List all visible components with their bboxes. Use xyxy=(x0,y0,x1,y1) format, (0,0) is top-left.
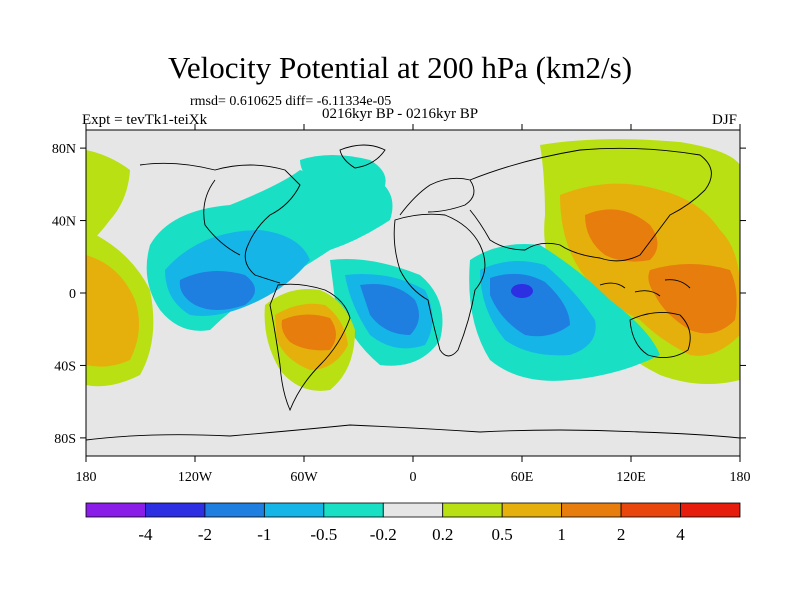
y-tick-label: 80S xyxy=(54,432,76,447)
coastlines xyxy=(86,144,740,441)
x-tick-label: 60E xyxy=(511,470,534,485)
coastline-south-america xyxy=(269,283,351,412)
x-tick-label: 180 xyxy=(730,470,751,485)
chart-title: Velocity Potential at 200 hPa (km2/s) xyxy=(167,50,633,85)
field-contour-negative-1 xyxy=(490,273,570,337)
colorbar-label: -2 xyxy=(198,525,212,544)
colorbar-swatch xyxy=(382,502,444,518)
velocity-potential-field xyxy=(86,139,740,391)
colorbar-swatch xyxy=(442,502,503,518)
coastline-antarctica xyxy=(86,424,740,441)
x-tick-label: 180 xyxy=(76,470,97,485)
coastline-greenland xyxy=(339,144,386,169)
colorbar-label: 0.5 xyxy=(492,525,513,544)
colorbar-label: -4 xyxy=(138,525,153,544)
colorbar-label: 2 xyxy=(617,525,626,544)
colorbar-label: -0.5 xyxy=(310,525,337,544)
field-contour-positive-1 xyxy=(585,209,658,262)
rmsd-stats: rmsd= 0.610625 diff= -6.11334e-05 xyxy=(190,94,392,109)
x-tick-label: 120W xyxy=(178,470,213,485)
field-contour-positive-0.2 xyxy=(86,150,130,245)
axis-ticks xyxy=(80,124,746,462)
colorbar-swatch xyxy=(561,502,622,518)
field-contour-negative-1 xyxy=(360,284,419,335)
coastline-north-america xyxy=(139,162,301,284)
field-contour-positive-1 xyxy=(281,314,336,351)
field-contour-positive-0.5 xyxy=(86,255,139,367)
colorbar-labels: -4 -2 -1 -0.5 -0.2 0.2 0.5 1 2 4 xyxy=(138,525,685,544)
y-tick-label: 0 xyxy=(69,287,76,302)
colorbar-swatch xyxy=(323,502,384,518)
colorbar-label: 4 xyxy=(676,525,685,544)
colorbar-label: 0.2 xyxy=(432,525,453,544)
coastline-maritime-continent xyxy=(599,279,691,297)
colorbar-swatch xyxy=(145,502,206,518)
period-label: 0216kyr BP - 0216kyr BP xyxy=(322,106,479,122)
coastline-africa xyxy=(393,213,486,357)
x-tick-label: 120E xyxy=(616,470,646,485)
season-label: DJF xyxy=(712,112,738,128)
colorbar-swatch xyxy=(620,502,681,518)
y-tick-label: 40S xyxy=(54,359,76,374)
y-tick-label: 40N xyxy=(52,215,76,230)
y-tick-label: 80N xyxy=(52,142,76,157)
coastline-asia xyxy=(469,147,712,262)
coastline-australia xyxy=(629,311,691,359)
colorbar xyxy=(85,502,741,518)
map-area: 180 120W 60W 0 60E 120E 180 80N 40N 0 40S 80S xyxy=(52,124,751,485)
field-contour-positive-1 xyxy=(648,264,737,334)
experiment-label: Expt = tevTk1-teiXk xyxy=(82,112,208,128)
colorbar-swatch xyxy=(680,502,741,518)
colorbar-label: 1 xyxy=(557,525,566,544)
colorbar-swatch xyxy=(263,502,325,518)
axis-labels: 180 120W 60W 0 60E 120E 180 80N 40N 0 40S 80S xyxy=(52,142,751,485)
colorbar-label: -1 xyxy=(257,525,271,544)
colorbar-swatch xyxy=(501,502,563,518)
x-tick-label: 0 xyxy=(410,470,417,485)
colorbar-swatch xyxy=(85,502,146,518)
x-tick-label: 60W xyxy=(290,470,318,485)
colorbar-swatch xyxy=(204,502,265,518)
field-contour-negative-2 xyxy=(511,284,533,298)
field-contour-negative-1 xyxy=(179,271,255,310)
colorbar-label: -0.2 xyxy=(370,525,397,544)
